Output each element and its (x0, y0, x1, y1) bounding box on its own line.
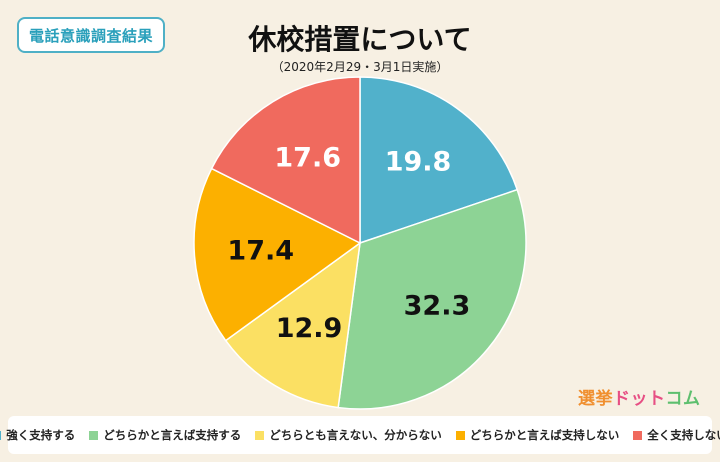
legend-swatch (633, 430, 643, 440)
legend-swatch (455, 430, 465, 440)
legend-item: 強く支持する (0, 427, 75, 443)
pie-slice (224, 241, 361, 409)
pie-slice (359, 76, 519, 245)
pie-data-label: 12.9 (276, 313, 343, 344)
legend-swatch (89, 430, 99, 440)
legend-label: どちらかと言えば支持しない (469, 428, 620, 442)
logo-part-3: コム (665, 389, 701, 409)
legend-item: どちらかと言えば支持しない (455, 427, 620, 443)
survey-type-badge: 電話意識調査結果 (17, 17, 165, 53)
pie-data-label: 17.6 (274, 143, 341, 174)
legend-item: 全く支持しない (633, 427, 720, 443)
legend-item: どちらかと言えば支持する (89, 427, 241, 443)
logo-part-2: ドット (613, 389, 666, 409)
pie-slice (210, 76, 361, 245)
pie-data-label: 32.3 (404, 291, 471, 322)
chart-legend: 強く支持する どちらかと言えば支持する どちらとも言えない、分からない どちらかと言え… (0, 416, 720, 454)
site-logo[interactable]: 選挙ドットコム (578, 384, 701, 409)
legend-swatch (255, 430, 265, 440)
logo-part-1: 選挙 (578, 389, 613, 409)
legend-swatch (0, 430, 2, 440)
chart-subtitle: （2020年2月29・3月1日実施） (271, 60, 449, 74)
legend-label: 強く支持する (6, 428, 76, 442)
legend-label: 全く支持しない (647, 428, 720, 442)
chart-title: 休校措置について (248, 23, 472, 56)
legend-label: どちらかと言えば支持する (103, 428, 242, 442)
legend-item: どちらとも言えない、分からない (255, 427, 442, 443)
pie-slice (337, 188, 527, 410)
pie-slice (193, 167, 362, 342)
pie-data-label: 17.4 (227, 236, 294, 267)
legend-label: どちらとも言えない、分からない (269, 428, 442, 442)
pie-data-label: 19.8 (385, 147, 452, 178)
